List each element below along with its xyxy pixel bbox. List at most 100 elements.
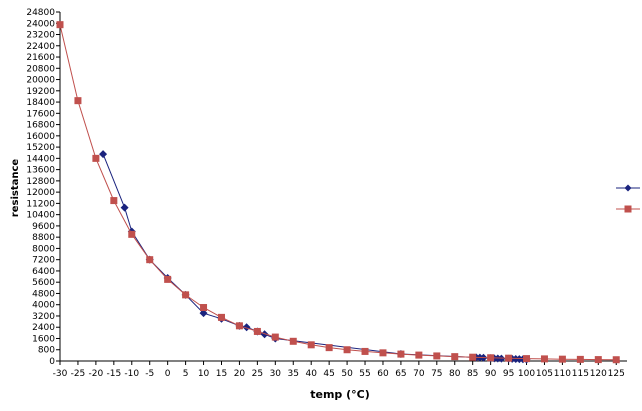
- y-tick-label: 800: [38, 346, 55, 356]
- y-tick-label: 4800: [32, 289, 55, 299]
- data-point-diamond: [99, 150, 108, 159]
- data-point-square: [289, 337, 297, 345]
- y-tick-label: 18400: [26, 98, 55, 108]
- y-tick-label: 1600: [32, 334, 55, 344]
- data-point-square: [271, 333, 279, 341]
- series-line-1: [102, 153, 527, 360]
- x-tick-label: 20: [234, 369, 246, 379]
- y-tick-label: 13600: [26, 166, 55, 176]
- x-tick-label: 70: [413, 369, 425, 379]
- x-tick-label: 50: [341, 369, 353, 379]
- x-tick-label: 30: [270, 369, 282, 379]
- y-tick-label: 7200: [32, 256, 55, 266]
- legend: [616, 184, 640, 213]
- y-tick-label: 24000: [26, 19, 55, 29]
- y-tick-label: 17600: [26, 109, 55, 119]
- data-point-square: [182, 291, 190, 299]
- y-tick-label: 0: [49, 357, 55, 367]
- x-tick-label: 90: [485, 369, 497, 379]
- x-tick-label: 95: [503, 369, 514, 379]
- y-tick-label: 5600: [32, 278, 55, 288]
- x-tick-label: -10: [124, 369, 139, 379]
- data-point-square: [325, 344, 333, 352]
- y-tick-label: 16000: [26, 132, 55, 142]
- x-tick-label: 25: [252, 369, 263, 379]
- data-point-square: [433, 352, 441, 360]
- data-point-square: [200, 304, 208, 312]
- x-tick-label: 65: [395, 369, 406, 379]
- data-point-square: [74, 97, 82, 105]
- data-point-square: [217, 313, 225, 321]
- data-point-square: [361, 347, 369, 355]
- data-point-square: [594, 356, 602, 364]
- y-tick-label: 9600: [32, 222, 55, 232]
- y-tick-label: 22400: [26, 42, 55, 52]
- x-tick-label: 55: [359, 369, 370, 379]
- legend-marker-diamond: [624, 184, 632, 192]
- y-tick-label: 19200: [26, 87, 55, 97]
- y-tick-label: 20000: [26, 76, 55, 86]
- y-tick-label: 16800: [26, 121, 55, 131]
- data-point-diamond: [260, 330, 269, 339]
- data-point-diamond: [242, 323, 251, 332]
- y-tick-label: 12000: [26, 188, 55, 198]
- x-tick-label: 0: [165, 369, 171, 379]
- data-point-diamond: [199, 309, 208, 318]
- y-tick-label: 4000: [32, 301, 55, 311]
- x-tick-label: -30: [53, 369, 68, 379]
- data-point-square: [523, 355, 531, 363]
- data-point-square: [379, 349, 387, 357]
- y-tick-label: 10400: [26, 211, 55, 221]
- y-tick-label: 23200: [26, 31, 55, 41]
- data-point-square: [253, 327, 261, 335]
- y-tick-label: 15200: [26, 143, 55, 153]
- x-tick-label: 110: [554, 369, 571, 379]
- y-tick-label: 12800: [26, 177, 55, 187]
- x-tick-label: 60: [377, 369, 389, 379]
- x-tick-label: 125: [608, 369, 625, 379]
- data-point-square: [558, 355, 566, 363]
- x-tick-label: 85: [467, 369, 478, 379]
- data-point-square: [235, 322, 243, 330]
- data-point-square: [146, 256, 154, 264]
- y-tick-label: 14400: [26, 154, 55, 164]
- data-point-square: [397, 350, 405, 358]
- data-point-square: [128, 230, 136, 238]
- data-point-square: [612, 356, 620, 364]
- data-point-square: [415, 351, 423, 359]
- y-tick-label: 20800: [26, 64, 55, 74]
- data-point-square: [92, 154, 100, 162]
- x-tick-label: -20: [89, 369, 104, 379]
- y-tick-label: 3200: [32, 312, 55, 322]
- x-tick-label: 10: [198, 369, 210, 379]
- x-tick-label: 45: [323, 369, 334, 379]
- y-tick-label: 2400: [32, 323, 55, 333]
- x-tick-label: 105: [536, 369, 553, 379]
- y-tick-label: 11200: [26, 199, 55, 209]
- data-point-square: [451, 353, 459, 361]
- y-tick-label: 6400: [32, 267, 55, 277]
- x-tick-label: -25: [71, 369, 86, 379]
- series-layer: [56, 21, 620, 364]
- x-tick-label: 115: [572, 369, 589, 379]
- x-tick-label: 75: [431, 369, 442, 379]
- y-axis-title: resistance: [10, 159, 21, 218]
- x-tick-label: 120: [590, 369, 607, 379]
- data-point-diamond: [497, 354, 506, 363]
- x-tick-label: 15: [216, 369, 227, 379]
- y-tick-label: 8800: [32, 233, 55, 243]
- y-tick-label: 8000: [32, 244, 55, 254]
- x-tick-label: 40: [305, 369, 317, 379]
- y-tick-label: 24800: [26, 8, 55, 18]
- data-point-square: [576, 355, 584, 363]
- x-tick-label: -15: [106, 369, 121, 379]
- x-tick-label: -5: [145, 369, 154, 379]
- data-point-square: [164, 275, 172, 283]
- x-tick-label: 80: [449, 369, 461, 379]
- data-point-square: [56, 21, 64, 29]
- x-tick-label: 100: [518, 369, 535, 379]
- series-line-2: [59, 24, 617, 361]
- data-point-square: [469, 353, 477, 361]
